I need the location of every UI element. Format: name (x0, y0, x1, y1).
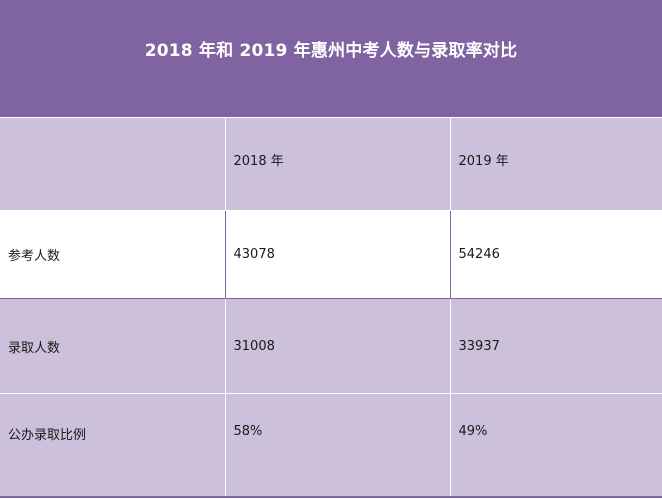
table-row: 公办录取比例 58% 49% (0, 393, 662, 499)
cell-2018: 43078 (224, 210, 451, 299)
header-cell-2018: 2018 年 (224, 117, 451, 211)
row-label: 参考人数 (0, 210, 226, 299)
cell-2019: 33937 (449, 298, 662, 394)
table-title: 2018 年和 2019 年惠州中考人数与录取率对比 (144, 41, 518, 61)
cell-2019: 54246 (449, 210, 662, 299)
header-row: 2018 年 2019 年 (0, 117, 662, 211)
table-row: 录取人数 31008 33937 (0, 298, 662, 394)
header-cell-empty (0, 117, 226, 211)
title-bar: 2018 年和 2019 年惠州中考人数与录取率对比 (0, 0, 662, 117)
row-label: 公办录取比例 (0, 393, 226, 499)
table-row: 参考人数 43078 54246 (0, 210, 662, 299)
cell-2019: 49% (449, 393, 662, 499)
cell-2018: 58% (224, 393, 451, 499)
row-label: 录取人数 (0, 298, 226, 394)
header-cell-2019: 2019 年 (449, 117, 662, 211)
bottom-border (0, 496, 662, 498)
comparison-table: 2018 年 2019 年 参考人数 43078 54246 录取人数 3100… (0, 117, 662, 499)
cell-2018: 31008 (224, 298, 451, 394)
